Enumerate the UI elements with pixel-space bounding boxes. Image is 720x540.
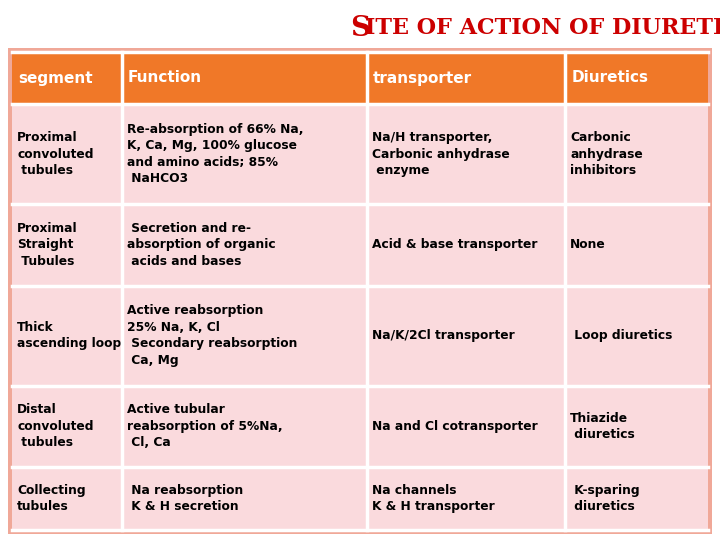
Bar xyxy=(12,52,122,104)
Bar xyxy=(367,286,565,386)
Bar xyxy=(12,386,122,467)
Bar xyxy=(565,386,708,467)
Text: Re-absorption of 66% Na,
K, Ca, Mg, 100% glucose
and amino acids; 85%
 NaHCO3: Re-absorption of 66% Na, K, Ca, Mg, 100%… xyxy=(127,123,303,185)
Text: Thick
ascending loop: Thick ascending loop xyxy=(17,321,121,350)
Text: Proximal
Straight
 Tubules: Proximal Straight Tubules xyxy=(17,222,78,268)
Text: Active reabsorption
25% Na, K, Cl
 Secondary reabsorption
 Ca, Mg: Active reabsorption 25% Na, K, Cl Second… xyxy=(127,305,297,367)
Text: segment: segment xyxy=(18,71,93,85)
Text: Thiazide
 diuretics: Thiazide diuretics xyxy=(570,411,635,441)
Bar xyxy=(122,204,367,286)
Text: ITE OF ACTION OF DIURETICS: ITE OF ACTION OF DIURETICS xyxy=(365,17,720,39)
Bar xyxy=(12,467,122,530)
Text: Carbonic
anhydrase
inhibitors: Carbonic anhydrase inhibitors xyxy=(570,131,643,177)
Text: Na channels
K & H transporter: Na channels K & H transporter xyxy=(372,484,495,514)
Text: Function: Function xyxy=(128,71,202,85)
Bar xyxy=(12,104,122,204)
Text: Acid & base transporter: Acid & base transporter xyxy=(372,238,537,251)
Bar xyxy=(122,286,367,386)
Bar xyxy=(12,286,122,386)
Bar xyxy=(565,286,708,386)
Text: Secretion and re-
absorption of organic
 acids and bases: Secretion and re- absorption of organic … xyxy=(127,222,276,268)
Bar xyxy=(565,204,708,286)
Text: Loop diuretics: Loop diuretics xyxy=(570,329,672,342)
Bar xyxy=(367,104,565,204)
Text: Collecting
tubules: Collecting tubules xyxy=(17,484,86,514)
Text: Active tubular
reabsorption of 5%Na,
 Cl, Ca: Active tubular reabsorption of 5%Na, Cl,… xyxy=(127,403,282,449)
Text: Na/H transporter,
Carbonic anhydrase
 enzyme: Na/H transporter, Carbonic anhydrase enz… xyxy=(372,131,510,177)
Text: S: S xyxy=(350,15,370,42)
Bar xyxy=(367,52,565,104)
Bar xyxy=(367,467,565,530)
Text: Distal
convoluted
 tubules: Distal convoluted tubules xyxy=(17,403,94,449)
Bar xyxy=(367,204,565,286)
Bar xyxy=(367,386,565,467)
Bar xyxy=(122,467,367,530)
Bar xyxy=(122,104,367,204)
Text: Na/K/2Cl transporter: Na/K/2Cl transporter xyxy=(372,329,515,342)
Bar xyxy=(122,52,367,104)
Bar xyxy=(12,204,122,286)
Text: Na and Cl cotransporter: Na and Cl cotransporter xyxy=(372,420,538,433)
Text: K-sparing
 diuretics: K-sparing diuretics xyxy=(570,484,640,514)
Text: Proximal
convoluted
 tubules: Proximal convoluted tubules xyxy=(17,131,94,177)
Text: None: None xyxy=(570,238,606,251)
Text: transporter: transporter xyxy=(373,71,472,85)
Text: Na reabsorption
 K & H secretion: Na reabsorption K & H secretion xyxy=(127,484,243,514)
Text: Diuretics: Diuretics xyxy=(572,71,648,85)
Bar xyxy=(565,52,708,104)
Bar xyxy=(565,104,708,204)
Bar xyxy=(122,386,367,467)
Bar xyxy=(565,467,708,530)
